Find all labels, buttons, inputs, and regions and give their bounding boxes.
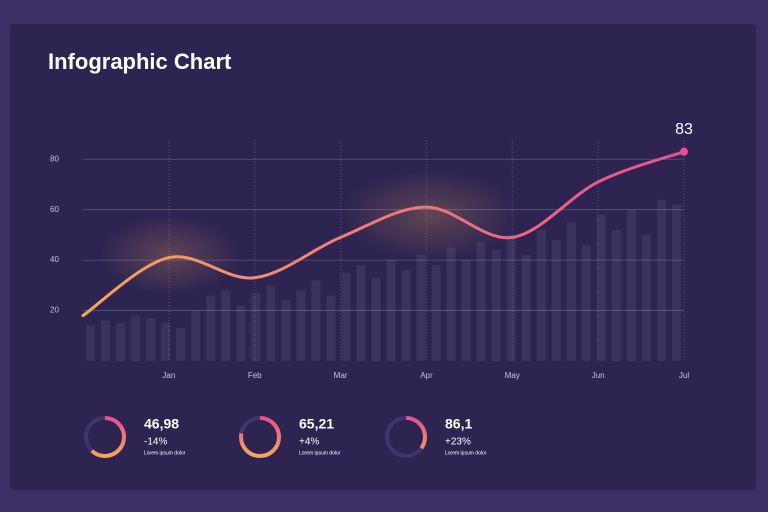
background-bar: [416, 255, 426, 361]
background-bar: [281, 300, 291, 361]
background-bar: [446, 247, 456, 361]
background-bar: [596, 214, 606, 361]
y-tick-label: 20: [50, 306, 59, 315]
background-bar: [506, 234, 516, 361]
ring-arc: [385, 416, 427, 458]
background-bar: [341, 272, 351, 361]
background-bar: [641, 234, 651, 361]
value-label: 83: [675, 121, 693, 138]
kpi-value: 86,1: [445, 416, 472, 432]
background-bar: [266, 285, 276, 361]
end-point: [680, 147, 688, 156]
panel: [10, 24, 756, 490]
glow: [340, 170, 520, 260]
background-bar: [491, 250, 501, 361]
background-bar: [371, 277, 381, 361]
background-bar: [536, 229, 546, 361]
ring-arc: [84, 416, 126, 458]
background-bar: [431, 265, 441, 361]
background-bar: [296, 290, 306, 361]
background-bar: [356, 265, 366, 361]
background-bar: [131, 315, 141, 361]
background-bar: [401, 270, 411, 361]
x-tick-label: Jan: [162, 371, 175, 380]
x-tick-label: Mar: [334, 371, 348, 380]
background-bar: [656, 199, 666, 361]
y-tick-label: 40: [50, 255, 59, 264]
background-bar: [116, 323, 126, 361]
background-bar: [626, 209, 636, 361]
background-bar: [386, 260, 396, 361]
background-bar: [101, 320, 111, 361]
background-bar: [566, 222, 576, 361]
kpi-caption: Lorem ipsum dolor: [299, 450, 341, 456]
x-tick-label: May: [505, 371, 520, 380]
x-tick-label: Feb: [248, 371, 262, 380]
kpi-change: +23%: [445, 437, 471, 448]
kpi-value: 46,98: [144, 416, 179, 432]
glow: [100, 215, 240, 295]
background-bar: [551, 239, 561, 361]
y-tick-label: 80: [50, 154, 59, 163]
background-bar: [326, 295, 336, 361]
background-bar: [191, 310, 201, 361]
background-bar: [611, 229, 621, 361]
background-bar: [476, 242, 486, 361]
x-tick-label: Apr: [420, 371, 433, 380]
background-bar: [461, 260, 471, 361]
x-tick-label: Jun: [592, 371, 605, 380]
background-bar: [206, 295, 216, 361]
background-bar: [161, 323, 171, 361]
kpi-caption: Lorem ipsum dolor: [445, 450, 487, 456]
background-bar: [581, 244, 591, 361]
background-bar: [311, 280, 321, 361]
kpi-change: +4%: [299, 437, 319, 448]
background-bar: [671, 204, 681, 361]
y-tick-label: 60: [50, 205, 59, 214]
kpi-change: -14%: [144, 437, 167, 448]
kpi-caption: Lorem ipsum dolor: [144, 450, 186, 456]
background-bar: [521, 255, 531, 361]
background-bar: [86, 325, 96, 361]
background-bar: [176, 328, 186, 361]
kpi-value: 65,21: [299, 416, 334, 432]
ring-arc: [239, 416, 281, 458]
x-tick-label: Jul: [679, 371, 689, 380]
chart-title: Infographic Chart: [48, 49, 232, 74]
background-bar: [221, 290, 231, 361]
data-line: [81, 150, 686, 318]
background-bar: [251, 292, 261, 361]
background-bar: [146, 318, 156, 361]
background-bar: [236, 305, 246, 361]
